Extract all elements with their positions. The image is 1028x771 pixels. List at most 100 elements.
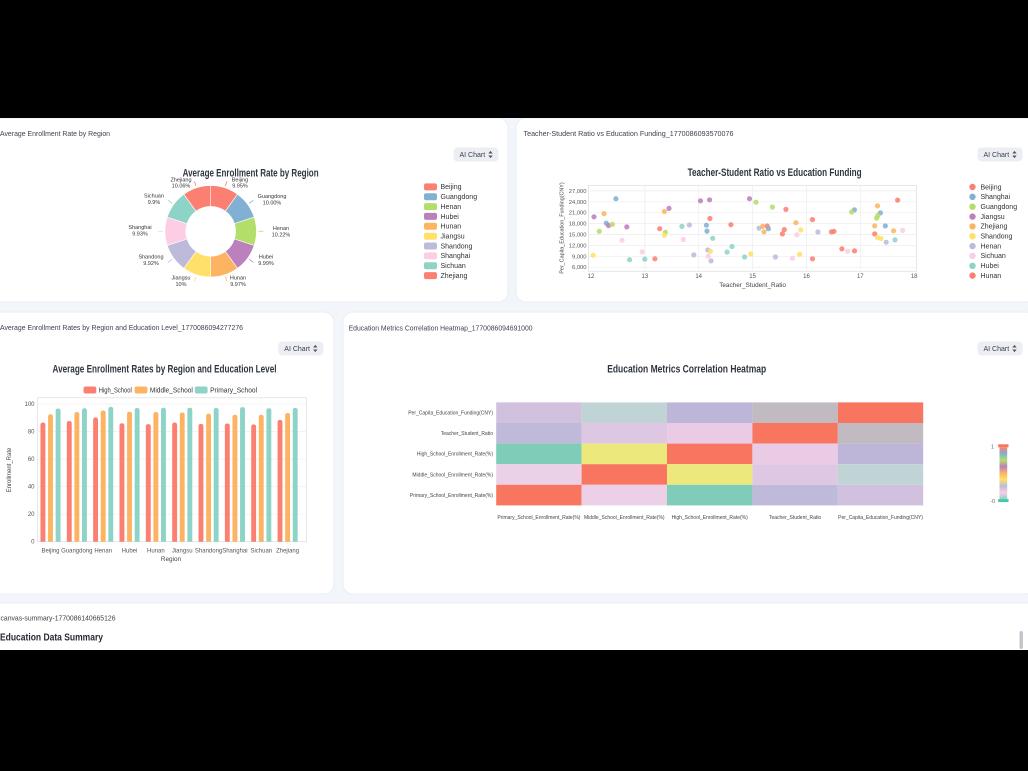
svg-text:0: 0 [31,540,35,546]
svg-text:Average Enrollment Rate by Reg: Average Enrollment Rate by Region [0,129,110,138]
svg-text:Henan: Henan [273,226,289,232]
svg-text:Teacher-Student Ratio vs Educa: Teacher-Student Ratio vs Education Fundi… [688,167,862,179]
svg-text:AI Chart: AI Chart [984,346,1010,353]
svg-text:Jiangsu: Jiangsu [172,549,193,555]
svg-text:18,000: 18,000 [569,222,587,228]
svg-text:10.06%: 10.06% [172,184,191,190]
svg-text:6,000: 6,000 [572,265,587,271]
svg-text:9.92%: 9.92% [143,261,159,267]
svg-text:24,000: 24,000 [569,200,587,206]
svg-text:Primary_School: Primary_School [210,388,257,395]
svg-text:AI Chart: AI Chart [984,152,1010,159]
svg-text:Guangdong: Guangdong [61,549,92,555]
svg-text:Sichuan: Sichuan [144,194,164,200]
svg-text:17: 17 [857,274,864,280]
svg-text:60: 60 [28,457,35,463]
svg-text:Beijing: Beijing [981,184,1002,191]
svg-text:100: 100 [24,402,35,408]
svg-text:9.99%: 9.99% [258,261,274,267]
svg-text:9.9%: 9.9% [148,200,161,206]
svg-text:Teacher_Student_Ratio: Teacher_Student_Ratio [719,282,786,289]
svg-text:AI Chart: AI Chart [284,346,310,353]
svg-text:Hubei: Hubei [441,214,460,221]
svg-text:Shandong: Shandong [981,234,1013,241]
svg-text:12,000: 12,000 [569,243,587,249]
svg-text:Enrollment_Rate: Enrollment_Rate [7,447,13,492]
svg-text:9.97%: 9.97% [230,282,246,288]
svg-text:80: 80 [28,430,35,436]
svg-text:Region: Region [161,556,182,563]
svg-text:Middle_School_Enrollment_Rate(: Middle_School_Enrollment_Rate(%) [412,472,493,478]
svg-text:Education Metrics Correlation: Education Metrics Correlation Heatmap [607,364,766,376]
svg-text:Hunan: Hunan [147,549,165,555]
svg-text:Zhejiang: Zhejiang [441,273,468,280]
svg-text:Guangdong: Guangdong [258,194,287,200]
svg-text:Hunan: Hunan [230,276,246,282]
svg-text:canvas-summary-177008614066512: canvas-summary-1770086140665126 [1,614,116,623]
svg-text:Shandong: Shandong [195,549,222,555]
svg-text:Average Enrollment Rates by Re: Average Enrollment Rates by Region and E… [53,364,277,376]
svg-text:-0: -0 [990,499,995,505]
svg-text:21,000: 21,000 [569,211,587,217]
svg-text:Guangdong: Guangdong [981,204,1018,211]
svg-text:Zhejiang: Zhejiang [170,177,191,183]
svg-text:Sichuan: Sichuan [250,549,272,555]
svg-text:Shanghai: Shanghai [441,253,471,260]
svg-text:Teacher_Student_Ratio: Teacher_Student_Ratio [441,431,493,437]
svg-text:40: 40 [28,485,35,491]
svg-text:High_School_Enrollment_Rate(%): High_School_Enrollment_Rate(%) [672,515,748,521]
svg-text:High_School_Enrollment_Rate(%): High_School_Enrollment_Rate(%) [417,452,493,458]
svg-text:9,000: 9,000 [572,254,587,260]
svg-text:Per_Capita_Education_Funding(C: Per_Capita_Education_Funding(CNY) [838,515,923,521]
svg-text:Per_Capita_Education_Funding(C: Per_Capita_Education_Funding(CNY) [560,182,566,274]
svg-text:Shanghai: Shanghai [981,194,1011,201]
svg-text:Jiangsu: Jiangsu [172,276,191,282]
svg-text:Hunan: Hunan [441,224,462,231]
svg-text:Education Metrics Correlation: Education Metrics Correlation Heatmap_17… [349,324,533,333]
svg-text:10%: 10% [175,282,186,288]
svg-text:Average Enrollment Rates by Re: Average Enrollment Rates by Region and E… [0,323,243,332]
svg-text:Per_Capita_Education_Funding(C: Per_Capita_Education_Funding(CNY) [408,411,493,417]
svg-text:12: 12 [588,274,595,280]
svg-text:20: 20 [28,512,35,518]
svg-text:Shanghai: Shanghai [222,549,247,555]
svg-text:Education Data Summary: Education Data Summary [0,633,103,644]
svg-text:Primary_School_Enrollment_Rate: Primary_School_Enrollment_Rate(%) [497,515,580,521]
svg-text:14: 14 [695,274,702,280]
svg-text:Henan: Henan [981,243,1002,250]
svg-text:Middle_School: Middle_School [150,388,193,395]
svg-text:AI Chart: AI Chart [460,152,486,159]
svg-text:15,000: 15,000 [569,233,587,239]
svg-text:Henan: Henan [94,549,112,555]
svg-text:Teacher-Student Ratio vs Educa: Teacher-Student Ratio vs Education Fundi… [524,129,734,138]
svg-text:High_School: High_School [99,388,132,395]
svg-text:Sichuan: Sichuan [981,253,1006,260]
svg-text:Henan: Henan [441,204,462,211]
svg-text:Middle_School_Enrollment_Rate(: Middle_School_Enrollment_Rate(%) [584,515,665,521]
svg-text:Shandong: Shandong [138,255,163,261]
svg-text:Sichuan: Sichuan [441,263,466,270]
svg-text:Shandong: Shandong [441,243,473,250]
svg-text:Jiangsu: Jiangsu [981,214,1005,221]
svg-text:Hubei: Hubei [122,549,138,555]
svg-text:Primary_School_Enrollment_Rate: Primary_School_Enrollment_Rate(%) [410,493,493,499]
svg-text:9.95%: 9.95% [232,184,248,190]
svg-text:16: 16 [803,274,810,280]
svg-text:1: 1 [991,444,994,450]
svg-text:Shanghai: Shanghai [128,225,151,231]
svg-text:Beijing: Beijing [232,177,249,183]
svg-text:Hubei: Hubei [981,263,1000,270]
svg-text:27,000: 27,000 [569,189,587,195]
svg-text:Hubei: Hubei [259,255,273,261]
svg-text:Guangdong: Guangdong [441,194,478,201]
svg-text:10.00%: 10.00% [263,200,282,206]
svg-text:Zhejiang: Zhejiang [276,549,299,555]
svg-text:Zhejiang: Zhejiang [981,224,1008,231]
svg-text:Beijing: Beijing [41,549,59,555]
svg-text:9.93%: 9.93% [132,231,148,237]
svg-text:Teacher_Student_Ratio: Teacher_Student_Ratio [769,515,821,521]
svg-text:10.22%: 10.22% [272,232,291,238]
svg-text:18: 18 [911,274,918,280]
svg-text:Beijing: Beijing [441,184,462,191]
svg-text:Hunan: Hunan [981,273,1002,280]
